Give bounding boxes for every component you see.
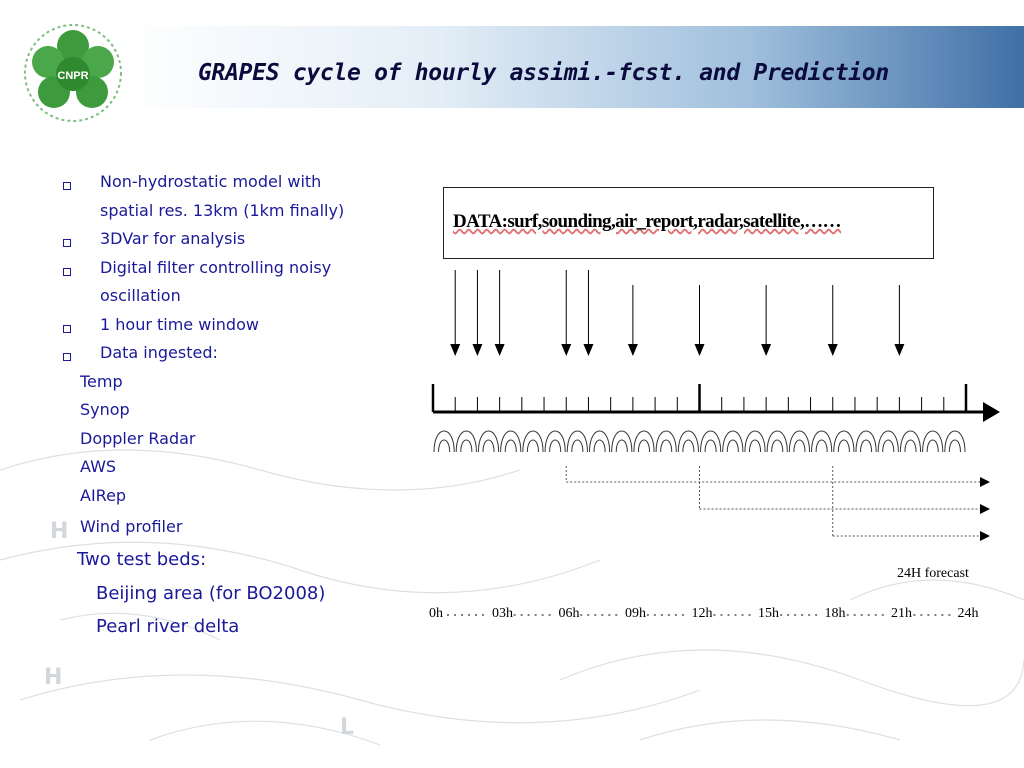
data-sources-label: DATA:surf,sounding,air_report,radar,sate…: [453, 211, 842, 232]
svg-text:H: H: [50, 519, 68, 544]
data-arrival-arrowhead: [494, 344, 505, 356]
time-label: 09h: [625, 606, 646, 621]
forecast-label: 24H forecast: [897, 566, 969, 581]
bullet-text: Data ingested:: [100, 343, 218, 362]
bullet-marker: [63, 182, 71, 190]
data-type-item: Temp: [80, 371, 123, 391]
bullet-text: Non-hydrostatic model with: [100, 172, 322, 191]
forecast-arrowhead: [980, 531, 990, 541]
header-bar: [120, 26, 1024, 108]
data-type-item: Doppler Radar: [80, 428, 196, 448]
forecast-arrowhead: [980, 504, 990, 514]
bullet-text: Digital filter controlling noisy: [100, 257, 332, 277]
bullet-text: 3DVar for analysis: [100, 229, 246, 248]
svg-text:H: H: [44, 665, 62, 690]
page-title: GRAPES cycle of hourly assimi.-fcst. and…: [198, 60, 889, 86]
bullet-text: 1 hour time window: [100, 314, 259, 334]
time-axis-arrowhead: [983, 402, 1000, 422]
bullet-marker: [63, 239, 71, 247]
data-arrival-arrowhead: [627, 344, 638, 356]
time-label: 21h: [891, 606, 912, 621]
data-arrival-arrowhead: [894, 344, 905, 356]
data-arrival-arrowhead: [472, 344, 483, 356]
time-label: 06h: [558, 606, 580, 621]
data-sources-box: [443, 187, 934, 259]
bullet-marker: [63, 267, 71, 276]
data-type-item: AWS: [80, 457, 117, 476]
data-arrival-arrowhead: [561, 344, 572, 356]
data-type-item: Wind profiler: [80, 517, 183, 536]
time-label: 12h: [691, 606, 713, 621]
time-label: 15h: [758, 606, 779, 621]
logo-text: CNPR: [57, 70, 88, 82]
bullet-marker: [63, 324, 71, 333]
data-arrival-arrowhead: [694, 344, 705, 356]
data-arrival-arrowhead: [583, 344, 594, 356]
test-beds-title: Two test beds:: [77, 549, 207, 570]
time-label: 03h: [492, 606, 513, 621]
data-arrival-arrowhead: [450, 344, 461, 356]
bullet-text: spatial res. 13km (1km finally): [100, 200, 345, 220]
data-type-item: Synop: [80, 400, 130, 419]
data-type-item: AIRep: [80, 485, 127, 505]
forecast-arrowhead: [980, 477, 990, 487]
time-label: 24h: [957, 606, 979, 621]
data-arrival-arrowhead: [827, 344, 838, 356]
time-label: 18h: [824, 606, 846, 621]
svg-text:L: L: [340, 715, 354, 740]
test-bed-item: Beijing area (for BO2008): [96, 583, 326, 604]
cnpr-logo-icon: CNPR: [24, 24, 122, 122]
bullet-text: oscillation: [100, 286, 181, 305]
test-bed-item: Pearl river delta: [96, 616, 240, 637]
data-arrival-arrowhead: [761, 344, 772, 356]
bullet-marker: [63, 353, 71, 361]
time-label: 0h: [429, 606, 443, 621]
assimilation-cycle-wave: [433, 430, 966, 453]
